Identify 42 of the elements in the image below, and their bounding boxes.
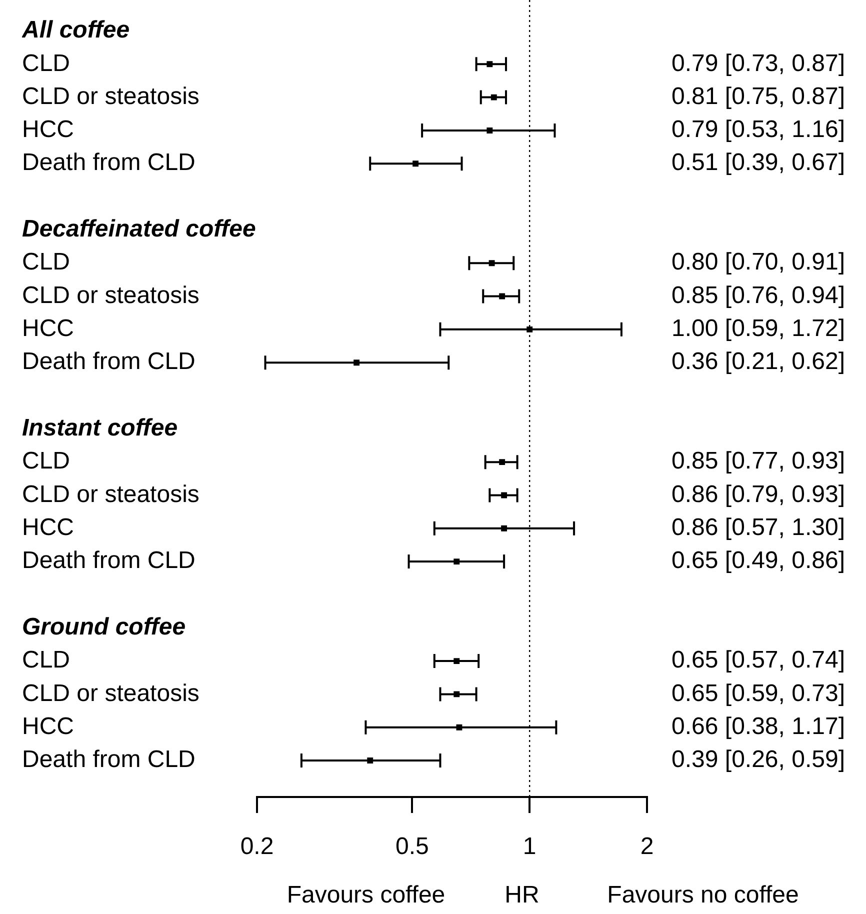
y-tick-label: CLD or steatosis	[22, 282, 200, 309]
text: Favours no coffee	[607, 882, 799, 909]
data-label: 0.85 [0.77, 0.93]	[672, 448, 845, 475]
data-label: 0.65 [0.59, 0.73]	[672, 680, 845, 707]
y-tick-label: HCC	[22, 514, 74, 542]
data-label: 0.85 [0.76, 0.94]	[672, 282, 845, 309]
data-label: 0.65 [0.49, 0.86]	[672, 547, 845, 574]
data-label: 0.39 [0.26, 0.59]	[672, 746, 845, 774]
y-tick-label: HCC	[22, 712, 74, 740]
y-tick-label: CLD or steatosis	[22, 82, 200, 110]
y-tick-label: CLD	[22, 448, 70, 475]
x-tick-label: 0.5	[396, 833, 429, 860]
y-tick-label: CLD	[22, 50, 70, 77]
y-tick-label: Instant coffee	[22, 414, 178, 442]
y-tick-label: Death from CLD	[22, 149, 196, 176]
data-label: 0.81 [0.75, 0.87]	[672, 82, 845, 110]
x-axis-title: HR	[504, 882, 540, 909]
data-label: 0.86 [0.57, 1.30]	[672, 514, 845, 542]
data-label: 0.80 [0.70, 0.91]	[672, 248, 845, 276]
data-label: 0.36 [0.21, 0.62]	[672, 348, 845, 376]
data-label: 0.51 [0.39, 0.67]	[672, 149, 845, 176]
data-label: 1.00 [0.59, 1.72]	[672, 315, 845, 342]
y-tick-label: HCC	[22, 315, 74, 342]
y-tick-label: Death from CLD	[22, 547, 196, 574]
y-tick-label: CLD or steatosis	[22, 680, 200, 707]
y-tick-label: Death from CLD	[22, 348, 196, 376]
y-tick-label: Decaffeinated coffee	[22, 216, 256, 243]
x-tick-label: 2	[640, 833, 654, 860]
y-tick-label: Ground coffee	[22, 614, 186, 641]
data-label: 0.79 [0.73, 0.87]	[672, 50, 845, 77]
data-label: 0.65 [0.57, 0.74]	[672, 646, 845, 674]
y-tick-label: Death from CLD	[22, 746, 196, 774]
x-tick-label: 0.2	[240, 833, 274, 860]
y-tick-label: CLD	[22, 248, 70, 276]
y-tick-label: CLD	[22, 646, 70, 674]
y-tick-label: CLD or steatosis	[22, 480, 200, 508]
data-label: 0.86 [0.79, 0.93]	[672, 480, 845, 508]
x-tick-label: 1	[522, 833, 536, 860]
data-label: 0.66 [0.38, 1.17]	[672, 712, 845, 740]
data-label: 0.79 [0.53, 1.16]	[672, 116, 845, 144]
text: Favours coffee	[286, 882, 446, 909]
y-tick-label: HCC	[22, 116, 74, 144]
